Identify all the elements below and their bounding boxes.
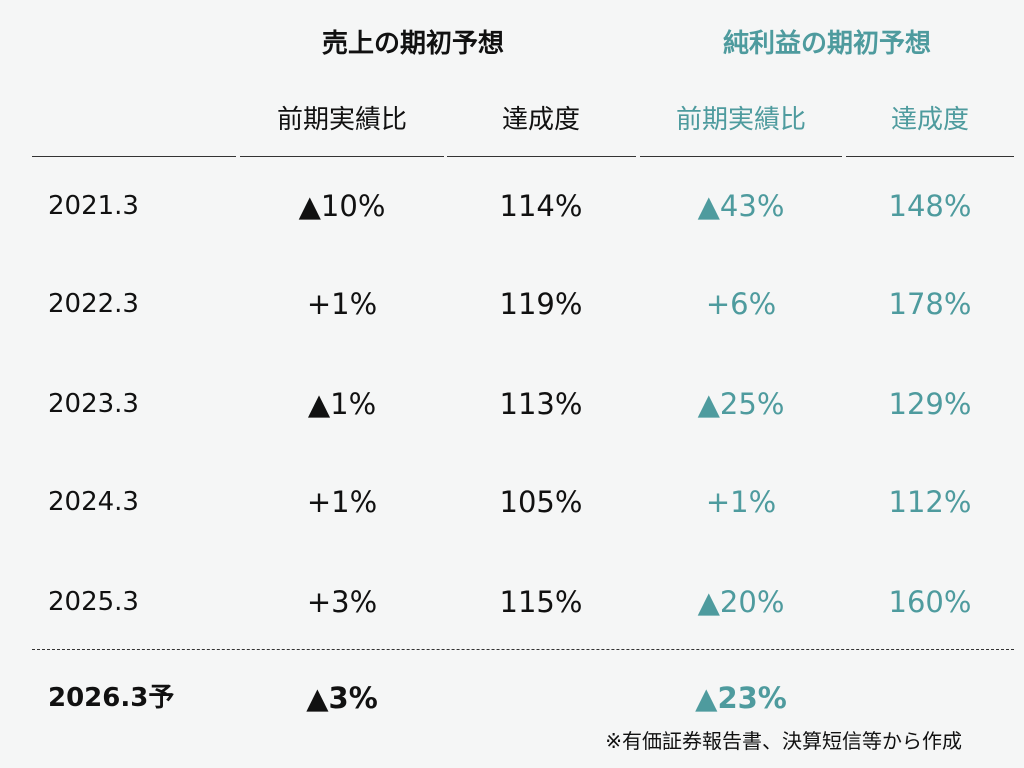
sales-yoy-cell: ▲1% (307, 387, 377, 421)
sales-yoy-cell: +3% (306, 585, 378, 619)
year-cell: 2025.3 (48, 587, 139, 617)
year-cell: 2021.3 (48, 191, 139, 221)
header-rule (846, 156, 1014, 157)
sales-rate-cell: 114% (499, 189, 583, 223)
sales-yoy-header: 前期実績比 (276, 105, 407, 135)
sales-rate-cell: 115% (499, 585, 583, 619)
year-cell: 2023.3 (48, 389, 139, 419)
header-rule (447, 156, 636, 157)
year-cell: 2024.3 (48, 487, 139, 517)
forecast-divider (32, 649, 1014, 650)
table-row: 2022.3 +1% 119% +6% 178% (0, 274, 1024, 334)
profit-rate-cell: 160% (888, 585, 972, 619)
sales-yoy-cell: +1% (306, 287, 378, 321)
sales-yoy-cell: +1% (306, 485, 378, 519)
sales-yoy-cell: ▲10% (298, 189, 386, 223)
table-row: 2024.3 +1% 105% +1% 112% (0, 472, 1024, 532)
forecast-profit-yoy-cell: ▲23% (695, 681, 787, 715)
profit-rate-cell: 148% (888, 189, 972, 223)
sales-rate-cell: 113% (499, 387, 583, 421)
profit-rate-header: 達成度 (890, 105, 969, 135)
profit-yoy-header: 前期実績比 (675, 105, 806, 135)
table-row: 2021.3 ▲10% 114% ▲43% 148% (0, 176, 1024, 236)
forecast-year-cell: 2026.3予 (48, 683, 175, 713)
profit-yoy-cell: ▲43% (697, 189, 785, 223)
forecast-sales-yoy-cell: ▲3% (306, 681, 378, 715)
profit-rate-cell: 178% (888, 287, 972, 321)
profit-group-title: 純利益の期初予想 (722, 29, 931, 59)
header-rule (32, 156, 236, 157)
sales-group-title: 売上の期初予想 (321, 29, 504, 59)
sales-rate-cell: 105% (499, 485, 583, 519)
table-row: 2023.3 ▲1% 113% ▲25% 129% (0, 374, 1024, 434)
forecast-row: 2026.3予 ▲3% ▲23% (0, 668, 1024, 728)
profit-yoy-cell: +1% (705, 485, 777, 519)
header-rule (640, 156, 842, 157)
year-cell: 2022.3 (48, 289, 139, 319)
sales-rate-header: 達成度 (501, 105, 580, 135)
profit-rate-cell: 129% (888, 387, 972, 421)
header-rule (240, 156, 444, 157)
source-footnote: ※有価証券報告書、決算短信等から作成 (605, 729, 962, 753)
profit-yoy-cell: +6% (705, 287, 777, 321)
profit-rate-cell: 112% (888, 485, 972, 519)
profit-yoy-cell: ▲25% (697, 387, 785, 421)
sales-rate-cell: 119% (499, 287, 583, 321)
table-row: 2025.3 +3% 115% ▲20% 160% (0, 572, 1024, 632)
profit-yoy-cell: ▲20% (697, 585, 785, 619)
